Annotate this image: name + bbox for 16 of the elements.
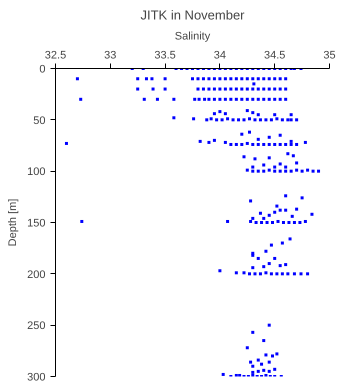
x-tick-label: 32.5	[44, 50, 66, 62]
y-tick-label: 200	[27, 268, 46, 281]
y-tick-label: 100	[27, 166, 46, 178]
x-tick-label: 33	[104, 50, 116, 62]
x-tick-label: 34	[214, 50, 226, 62]
x-tick-label: 33.5	[154, 50, 176, 62]
y-tick-label: 150	[27, 218, 46, 230]
chart-title: JITK in November	[140, 8, 246, 22]
x-tick-label: 35	[323, 50, 336, 62]
x-tick-label: 34.5	[264, 50, 286, 62]
y-tick-label: 50	[33, 114, 46, 127]
y-tick-label: 0	[39, 64, 46, 76]
y-tick-label: 300	[27, 372, 46, 384]
y-axis-title: Depth [m]	[7, 198, 20, 246]
y-tick-label: 250	[27, 320, 46, 332]
x-axis-title: Salinity	[174, 30, 211, 42]
